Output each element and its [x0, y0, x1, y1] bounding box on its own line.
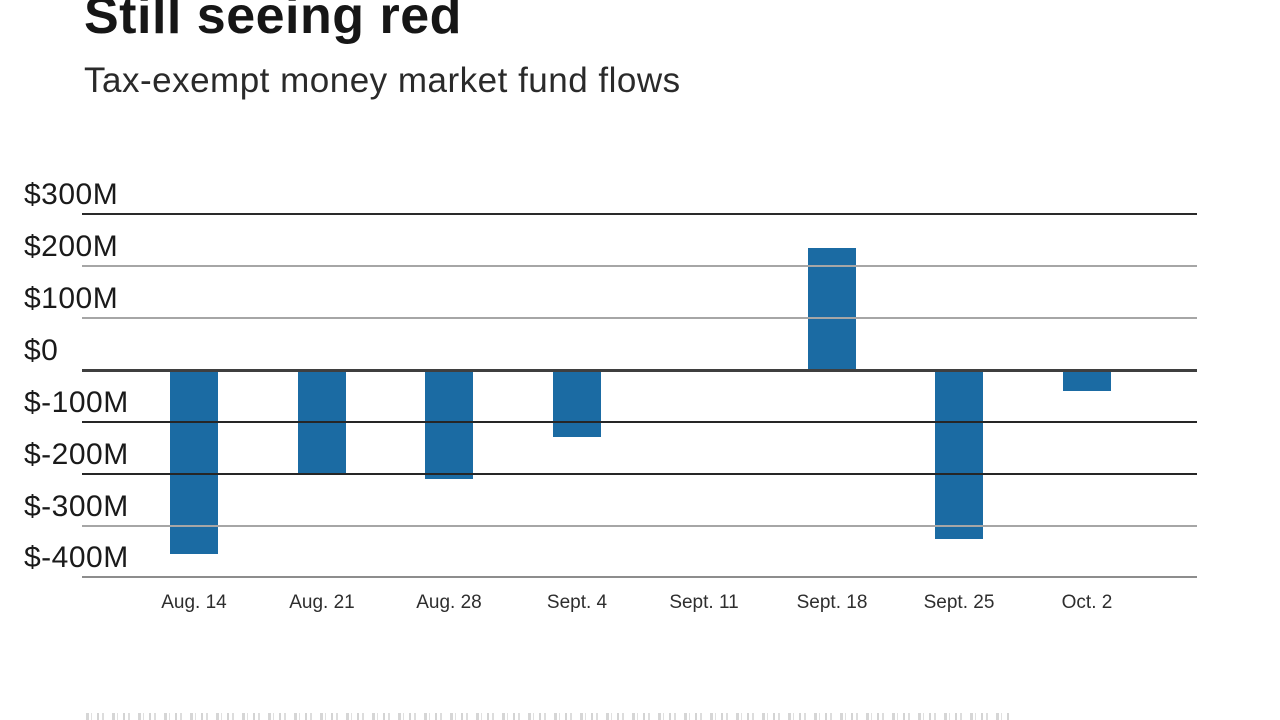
chart-title: Still seeing red	[84, 0, 462, 45]
gridline-0	[82, 369, 1197, 372]
x-axis-label-sept-25: Sept. 25	[923, 592, 995, 613]
x-axis-label-sept-4: Sept. 4	[546, 592, 608, 613]
y-axis-label-300: $300M	[24, 178, 119, 211]
x-axis-label-oct-2: Oct. 2	[1061, 592, 1113, 613]
y-axis-label-100: $100M	[24, 282, 119, 315]
gridline-neg-100	[82, 421, 1197, 423]
x-axis-label-aug-28: Aug. 28	[416, 592, 482, 613]
y-axis-label-neg-400: $-400M	[24, 541, 129, 574]
y-axis-label-neg-100: $-100M	[24, 386, 129, 419]
gridline-neg-300	[82, 525, 1197, 527]
bar-sept-18	[808, 248, 856, 370]
x-axis-label-aug-14: Aug. 14	[161, 592, 227, 613]
x-axis-label-sept-11: Sept. 11	[669, 592, 739, 613]
y-axis-label-200: $200M	[24, 230, 119, 263]
gridline-neg-400	[82, 576, 1197, 578]
cropped-source-text-remnant	[86, 713, 1011, 720]
bar-aug-14	[170, 370, 218, 554]
bar-oct-2	[1063, 370, 1111, 391]
y-axis-label-neg-200: $-200M	[24, 438, 129, 471]
gridline-100	[82, 317, 1197, 319]
y-axis-label-0: $0	[24, 334, 59, 367]
gridline-200	[82, 265, 1197, 267]
bar-aug-28	[425, 370, 473, 479]
bar-sept-25	[935, 370, 983, 539]
x-axis-label-sept-18: Sept. 18	[796, 592, 868, 613]
gridline-300	[82, 213, 1197, 215]
gridline-neg-200	[82, 473, 1197, 475]
chart-subtitle: Tax-exempt money market fund flows	[84, 61, 681, 100]
x-axis-label-aug-21: Aug. 21	[289, 592, 355, 613]
bar-sept-4	[553, 370, 601, 437]
y-axis-label-neg-300: $-300M	[24, 490, 129, 523]
